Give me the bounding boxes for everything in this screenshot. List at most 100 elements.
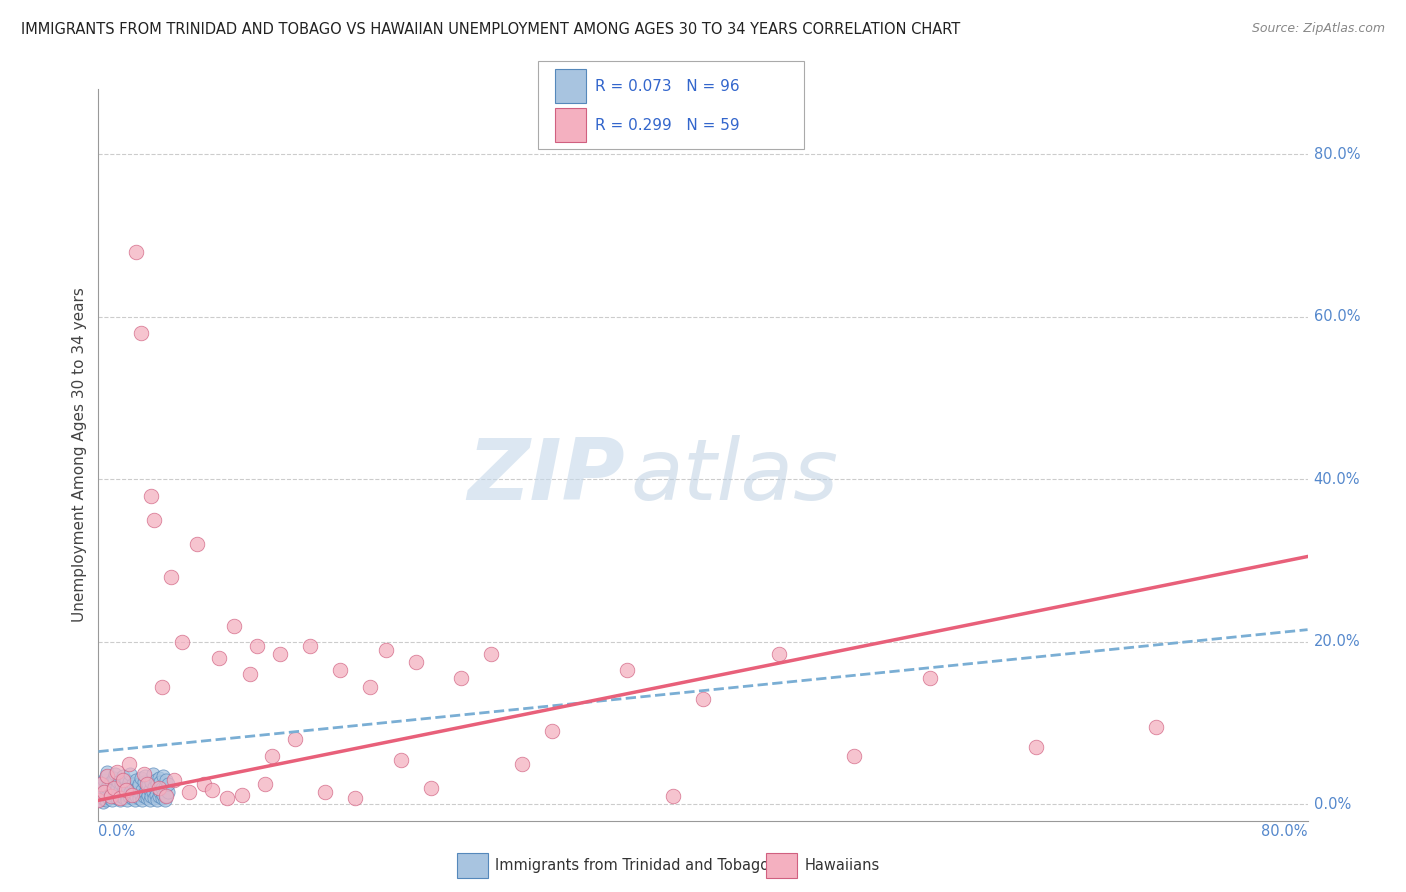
Point xyxy=(125,789,148,804)
Point xyxy=(141,789,163,804)
Point xyxy=(125,244,148,259)
Point xyxy=(98,790,121,805)
Point xyxy=(146,793,169,807)
Point xyxy=(120,766,142,780)
Point xyxy=(132,789,155,804)
Point xyxy=(89,793,111,807)
Point xyxy=(110,777,132,791)
Point xyxy=(186,537,208,551)
Point xyxy=(141,489,163,503)
Point xyxy=(134,785,156,799)
Point xyxy=(193,777,215,791)
Y-axis label: Unemployment Among Ages 30 to 34 years: Unemployment Among Ages 30 to 34 years xyxy=(72,287,87,623)
Point xyxy=(94,782,117,797)
Point xyxy=(1024,740,1046,755)
Text: R = 0.299   N = 59: R = 0.299 N = 59 xyxy=(595,118,740,133)
Point xyxy=(160,570,183,584)
Point xyxy=(90,777,112,791)
Point xyxy=(108,782,131,797)
Point xyxy=(201,782,224,797)
Point xyxy=(105,790,128,805)
Point xyxy=(100,774,122,789)
Point xyxy=(405,655,427,669)
Point xyxy=(136,777,159,791)
Point xyxy=(135,790,157,805)
Point xyxy=(155,789,177,804)
Point xyxy=(142,785,165,799)
Point xyxy=(131,793,153,807)
Point xyxy=(129,326,152,340)
Point xyxy=(1144,720,1167,734)
Text: 20.0%: 20.0% xyxy=(1313,634,1360,649)
Point xyxy=(145,788,167,802)
Text: Immigrants from Trinidad and Tobago: Immigrants from Trinidad and Tobago xyxy=(495,858,769,872)
Point xyxy=(114,788,136,802)
Point xyxy=(112,790,135,805)
Point xyxy=(108,793,131,807)
Point xyxy=(253,777,276,791)
Point xyxy=(121,790,143,805)
Point xyxy=(146,777,169,791)
Point xyxy=(344,790,367,805)
Point xyxy=(124,782,146,797)
Point xyxy=(616,663,638,677)
Point xyxy=(96,764,118,779)
Point xyxy=(122,777,145,791)
Point xyxy=(93,791,115,805)
Point xyxy=(87,793,110,807)
Point xyxy=(114,772,136,787)
Point xyxy=(661,789,683,804)
Point xyxy=(100,788,122,802)
Point xyxy=(91,777,114,791)
Point xyxy=(103,772,125,786)
Point xyxy=(120,785,142,799)
Point xyxy=(150,781,173,796)
Point xyxy=(122,788,145,802)
Point xyxy=(145,772,167,787)
Point xyxy=(105,780,128,794)
Text: 0.0%: 0.0% xyxy=(1313,797,1351,812)
Point xyxy=(510,756,533,771)
Point xyxy=(170,635,193,649)
Point xyxy=(128,790,150,805)
Point xyxy=(96,769,118,783)
Point xyxy=(127,785,149,799)
Point xyxy=(115,793,138,807)
Point xyxy=(90,781,112,796)
Point xyxy=(107,774,129,789)
Point xyxy=(139,793,162,807)
Text: Hawaiians: Hawaiians xyxy=(804,858,880,872)
Point xyxy=(150,790,173,805)
Point xyxy=(111,785,134,799)
Point xyxy=(231,788,253,802)
Text: IMMIGRANTS FROM TRINIDAD AND TOBAGO VS HAWAIIAN UNEMPLOYMENT AMONG AGES 30 TO 34: IMMIGRANTS FROM TRINIDAD AND TOBAGO VS H… xyxy=(21,22,960,37)
Text: R = 0.073   N = 96: R = 0.073 N = 96 xyxy=(595,78,740,94)
Point xyxy=(269,647,291,661)
Text: 60.0%: 60.0% xyxy=(1313,310,1360,325)
Point xyxy=(139,782,162,797)
Point xyxy=(104,766,127,780)
Point xyxy=(118,774,141,789)
Point xyxy=(142,766,165,780)
Point xyxy=(90,790,112,805)
Point xyxy=(450,672,472,686)
Point xyxy=(329,663,352,677)
Point xyxy=(360,680,382,694)
Point xyxy=(314,785,336,799)
Point xyxy=(105,764,128,779)
Point xyxy=(124,793,146,807)
Point xyxy=(540,724,562,739)
Text: atlas: atlas xyxy=(630,435,838,518)
Point xyxy=(104,785,127,799)
Point xyxy=(107,788,129,802)
Point xyxy=(389,753,412,767)
Text: 80.0%: 80.0% xyxy=(1313,146,1360,161)
Point xyxy=(112,781,135,796)
Point xyxy=(148,772,170,786)
Text: 0.0%: 0.0% xyxy=(98,824,135,839)
Point xyxy=(374,643,396,657)
Point xyxy=(224,618,246,632)
Point xyxy=(156,785,179,799)
Text: 80.0%: 80.0% xyxy=(1261,824,1308,839)
Point xyxy=(101,793,124,807)
